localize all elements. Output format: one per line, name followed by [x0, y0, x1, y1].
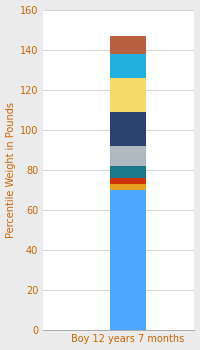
Bar [110, 54, 146, 78]
Bar [110, 112, 146, 146]
Bar [110, 177, 146, 183]
Bar [110, 190, 146, 330]
Bar [110, 36, 146, 54]
Y-axis label: Percentile Weight in Pounds: Percentile Weight in Pounds [6, 102, 16, 238]
Bar [110, 166, 146, 177]
Bar [110, 183, 146, 190]
Bar [110, 78, 146, 112]
Bar [110, 146, 146, 166]
